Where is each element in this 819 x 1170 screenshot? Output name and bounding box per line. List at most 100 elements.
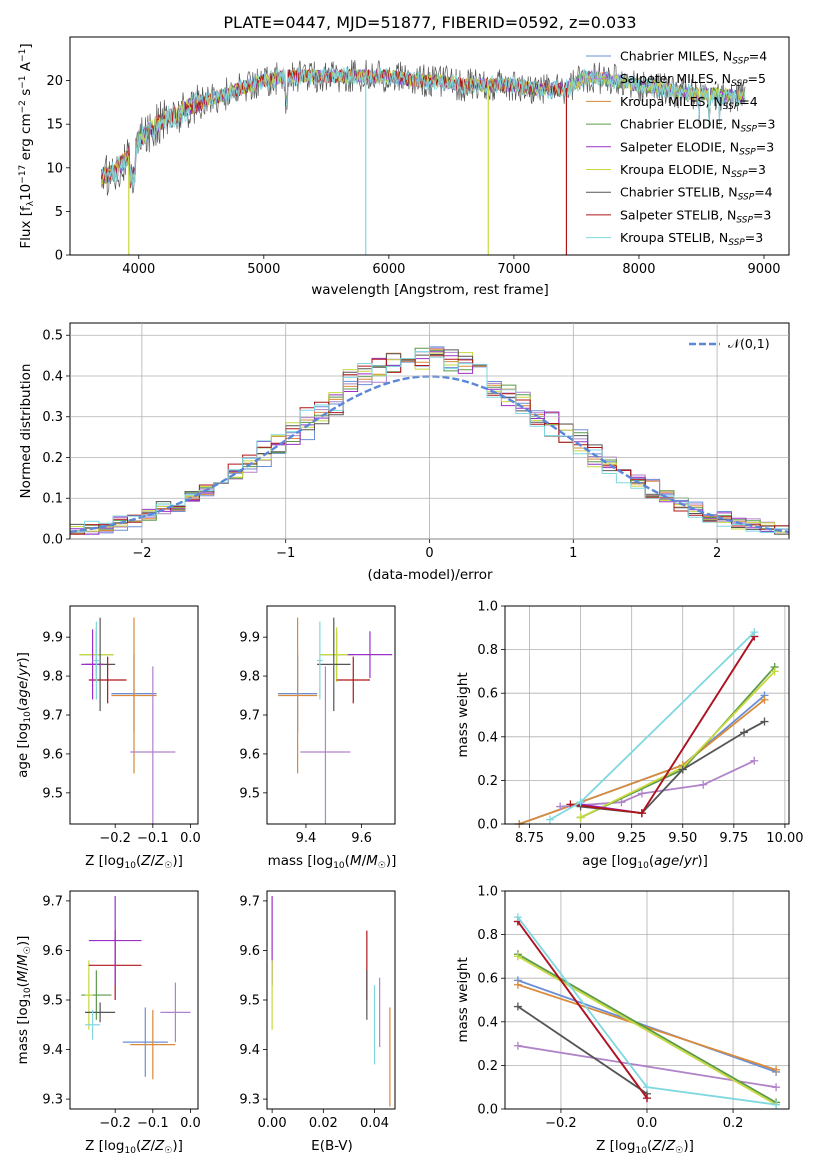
series-line-kroupa-miles xyxy=(517,983,777,1071)
errorbar-group xyxy=(271,895,391,1107)
x-tick-label: 0 xyxy=(425,546,433,561)
y-tick-label: 9.6 xyxy=(42,747,63,762)
series-line-chabrier-elodie xyxy=(580,666,776,819)
series-marker xyxy=(772,1065,781,1074)
spectrum-xlabel: wavelength [Angstrom, rest frame] xyxy=(311,282,549,298)
legend-label: Kroupa STELIB, NSSP=3 xyxy=(620,230,763,248)
axes-frame xyxy=(69,890,199,1110)
series-marker xyxy=(772,1083,781,1092)
series-marker xyxy=(513,1041,522,1050)
errorbar-group xyxy=(81,895,191,1080)
y-tick-label: 0.6 xyxy=(477,972,498,987)
series-marker xyxy=(637,789,646,798)
x-tick-label: −0.1 xyxy=(137,1116,169,1131)
errorbar-group xyxy=(278,617,393,824)
series-marker xyxy=(699,780,708,789)
legend-label: Salpeter ELODIE, NSSP=3 xyxy=(620,139,774,157)
y-tick-label: 20 xyxy=(46,74,63,89)
series-marker xyxy=(770,667,779,676)
x-tick-label: 0.04 xyxy=(360,1116,389,1131)
x-tick-label: 0.2 xyxy=(723,1116,744,1131)
x-tick-label: 2 xyxy=(713,546,721,561)
x-tick-label: 6000 xyxy=(372,262,405,277)
massweight-vs-age-ylabel: mass weight xyxy=(455,672,471,757)
axes-frame xyxy=(504,605,790,825)
histogram-legend: 𝒩(0,1) xyxy=(689,336,770,351)
x-tick-label: 0.02 xyxy=(309,1116,338,1131)
x-tick-label: 9.25 xyxy=(617,831,646,846)
series-marker xyxy=(576,798,585,807)
y-tick-label: 0.3 xyxy=(42,410,63,425)
legend-label: Chabrier MILES, NSSP=4 xyxy=(620,49,767,67)
y-tick-label: 9.9 xyxy=(42,631,63,646)
y-tick-label: 0.0 xyxy=(42,533,63,548)
y-tick-label: 9.7 xyxy=(239,709,260,724)
y-tick-label: 1.0 xyxy=(477,885,498,900)
histogram-xlabel: (data-model)/error xyxy=(367,567,493,583)
series-marker xyxy=(513,1002,522,1011)
y-tick-label: 0.8 xyxy=(477,928,498,943)
massweight-vs-Z-xlabel: Z [log10(Z/Z☉)] xyxy=(596,1138,694,1156)
errorbar-group xyxy=(79,617,176,824)
y-tick-label: 9.9 xyxy=(239,631,260,646)
y-tick-label: 9.7 xyxy=(42,894,63,909)
mass-vs-metallicity-panel: −0.2 −0.1 0.0 9.3 9.4 9.5 9.6 9.7 xyxy=(42,890,201,1131)
y-tick-label: 0.4 xyxy=(42,369,63,384)
series-marker xyxy=(513,952,522,961)
histogram-ylabel: Normed distribution xyxy=(18,364,34,499)
x-tick-label: 8000 xyxy=(622,262,655,277)
spectrum-plot-area xyxy=(100,59,746,255)
x-tick-label: 9.00 xyxy=(566,831,595,846)
figure-title: PLATE=0447, MJD=51877, FIBERID=0592, z=0… xyxy=(223,13,636,32)
series-marker xyxy=(750,756,759,765)
x-tick-label: 0.0 xyxy=(180,1116,201,1131)
age-vs-mass-xlabel: mass [log10(M/M☉)] xyxy=(268,853,397,871)
axes-frame xyxy=(266,605,396,825)
series-marker xyxy=(545,815,554,824)
series-marker xyxy=(513,913,522,922)
y-tick-label: 10 xyxy=(46,161,63,176)
series-marker xyxy=(760,717,769,726)
series-line-salpeter-stelib xyxy=(517,920,648,1099)
axes-frame xyxy=(69,605,199,825)
y-tick-label: 5 xyxy=(55,205,63,220)
legend-label: Salpeter STELIB, NSSP=3 xyxy=(620,207,771,225)
massweight-vs-age-panel: 8.75 9.00 9.25 9.50 9.75 10.00 0.0 0.2 0.4 0.6 0.8… xyxy=(477,600,803,847)
axes-frame xyxy=(504,890,790,1110)
y-tick-label: 15 xyxy=(46,118,63,133)
series-marker xyxy=(576,813,585,822)
series-marker xyxy=(643,1083,651,1092)
histogram-axes: −2 −1 0 1 2 0.0 0.1 0.2 0.3 0.4 0.5 xyxy=(42,323,789,561)
y-tick-label: 0.4 xyxy=(477,1015,498,1030)
x-tick-label: −0.1 xyxy=(137,831,169,846)
mass-vs-ebv-panel: 0.00 0.02 0.04 9.3 9.4 9.5 9.6 9.7 xyxy=(239,890,396,1131)
y-tick-label: 9.6 xyxy=(239,944,260,959)
mass-vs-Z-xlabel: Z [log10(Z/Z☉)] xyxy=(85,1138,183,1156)
y-tick-label: 0.4 xyxy=(477,730,498,745)
spectrum-frame xyxy=(69,36,790,256)
series-marker xyxy=(740,728,749,737)
x-tick-label: −0.2 xyxy=(545,1116,577,1131)
age-vs-Z-xlabel: Z [log10(Z/Z☉)] xyxy=(85,853,183,871)
mass-vs-Z-ylabel: mass [log10(M/M☉)] xyxy=(15,936,33,1065)
x-tick-label: −0.2 xyxy=(99,831,131,846)
x-tick-label: 0.00 xyxy=(258,1116,287,1131)
y-tick-label: 0.5 xyxy=(42,329,63,344)
legend-label: Salpeter MILES, NSSP=5 xyxy=(620,71,766,89)
legend-label: Chabrier STELIB, NSSP=4 xyxy=(620,185,773,203)
x-tick-label: 0.0 xyxy=(637,1116,658,1131)
y-tick-label: 0.0 xyxy=(477,1103,498,1118)
legend-label: Kroupa ELODIE, NSSP=3 xyxy=(620,162,766,180)
y-tick-label: 9.8 xyxy=(239,670,260,685)
y-tick-label: 0.2 xyxy=(477,774,498,789)
x-tick-label: 4000 xyxy=(122,262,155,277)
series-marker xyxy=(513,980,522,989)
x-tick-label: 0.0 xyxy=(180,831,201,846)
y-tick-label: 9.5 xyxy=(239,994,260,1009)
series-marker xyxy=(617,798,626,807)
x-tick-label: 9.4 xyxy=(296,831,317,846)
x-tick-label: 9000 xyxy=(747,262,780,277)
mass-vs-ebv-xlabel: E(B-V) xyxy=(311,1138,353,1154)
y-tick-label: 9.5 xyxy=(42,994,63,1009)
y-tick-label: 9.7 xyxy=(42,709,63,724)
